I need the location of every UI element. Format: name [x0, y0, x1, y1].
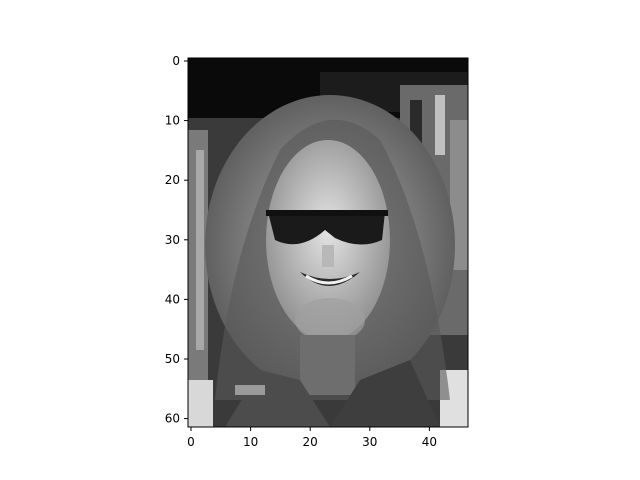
y-tick-label: 10	[165, 114, 180, 128]
y-axis: 0 10 20 30 40 50 60	[165, 54, 188, 426]
axes-frame	[187, 57, 469, 428]
y-tick-label: 0	[172, 54, 180, 68]
y-tick-label: 60	[165, 412, 180, 426]
heatmap-image	[188, 58, 468, 427]
x-tick-label: 40	[422, 435, 437, 449]
y-tick-label: 20	[165, 173, 180, 187]
x-tick-label: 0	[187, 435, 195, 449]
y-tick-label: 40	[165, 292, 180, 306]
y-tick-label: 50	[165, 352, 180, 366]
x-tick-label: 30	[362, 435, 377, 449]
x-tick-label: 10	[243, 435, 258, 449]
x-axis: 0 10 20 30 40	[187, 427, 437, 449]
x-tick-label: 20	[303, 435, 318, 449]
y-tick-label: 30	[165, 233, 180, 247]
